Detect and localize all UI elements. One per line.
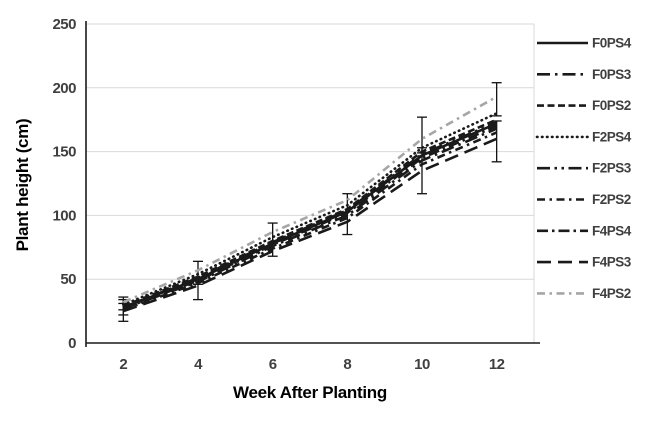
y-tick-label: 200 [52, 80, 76, 97]
legend-label-F2PS4: F2PS4 [592, 129, 632, 144]
x-tick-label: 8 [343, 356, 351, 373]
series-line-F2PS2 [122, 131, 498, 312]
x-tick-label: 10 [414, 356, 430, 373]
x-axis-title: Week After Planting [233, 383, 387, 402]
series-line-F4PS3 [122, 137, 498, 313]
y-tick-label: 0 [68, 335, 76, 352]
x-tick-label: 12 [489, 356, 505, 373]
series-line-F2PS3 [122, 121, 498, 309]
x-tick-label: 6 [269, 356, 277, 373]
legend-label-F4PS4: F4PS4 [592, 223, 632, 238]
legend-label-F2PS2: F2PS2 [592, 192, 631, 207]
legend-label-F0PS4: F0PS4 [592, 36, 632, 51]
legend-label-F4PS3: F4PS3 [592, 255, 632, 270]
y-axis-title: Plant height (cm) [13, 118, 32, 252]
legend-label-F4PS2: F4PS2 [592, 286, 631, 301]
y-tick-label: 50 [60, 271, 76, 288]
series-line-F4PS4 [122, 124, 498, 310]
x-tick-label: 2 [119, 356, 127, 373]
y-tick-label: 250 [52, 16, 76, 33]
series-line-F4PS2 [122, 95, 498, 304]
y-tick-label: 150 [52, 144, 76, 161]
y-tick-label: 100 [52, 207, 76, 224]
series-line-F2PS4 [122, 112, 498, 307]
legend-label-F2PS3: F2PS3 [592, 161, 632, 176]
legend-label-F0PS2: F0PS2 [592, 98, 631, 113]
x-tick-label: 4 [194, 356, 203, 373]
legend-label-F0PS3: F0PS3 [592, 67, 632, 82]
